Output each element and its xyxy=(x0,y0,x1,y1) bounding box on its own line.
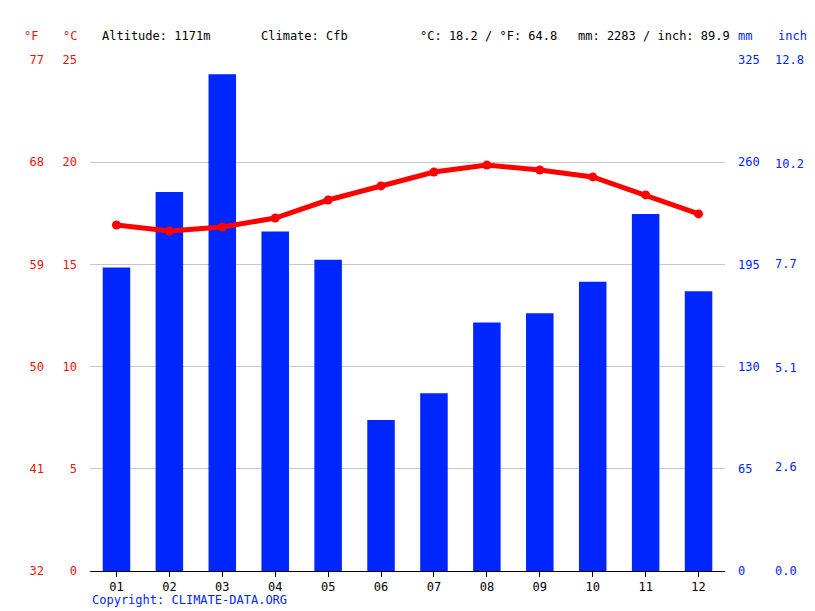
svg-text:Altitude: 1171m: Altitude: 1171m xyxy=(102,29,210,43)
svg-text:°C: 18.2 / °F: 64.8: °C: 18.2 / °F: 64.8 xyxy=(420,29,557,43)
svg-text:41: 41 xyxy=(30,462,44,476)
svg-text:65: 65 xyxy=(738,462,752,476)
svg-text:130: 130 xyxy=(738,360,760,374)
svg-text:09: 09 xyxy=(533,580,547,594)
svg-text:°C: °C xyxy=(63,29,77,43)
svg-text:59: 59 xyxy=(30,258,44,272)
svg-text:195: 195 xyxy=(738,258,760,272)
svg-text:0: 0 xyxy=(738,564,745,578)
svg-text:Climate: Cfb: Climate: Cfb xyxy=(261,29,348,43)
svg-text:77: 77 xyxy=(30,53,44,67)
svg-text:325: 325 xyxy=(738,53,760,67)
svg-text:10: 10 xyxy=(63,360,77,374)
svg-text:12.8: 12.8 xyxy=(775,53,804,67)
svg-text:04: 04 xyxy=(268,580,282,594)
svg-text:12: 12 xyxy=(691,580,705,594)
svg-text:68: 68 xyxy=(30,155,44,169)
svg-text:50: 50 xyxy=(30,360,44,374)
svg-text:Copyright: CLIMATE-DATA.ORG: Copyright: CLIMATE-DATA.ORG xyxy=(92,593,287,607)
svg-text:0.0: 0.0 xyxy=(775,564,797,578)
svg-text:mm: mm xyxy=(738,29,752,43)
svg-text:5: 5 xyxy=(70,462,77,476)
svg-text:07: 07 xyxy=(427,580,441,594)
svg-text:inch: inch xyxy=(778,29,807,43)
svg-text:01: 01 xyxy=(109,580,123,594)
svg-text:10: 10 xyxy=(585,580,599,594)
svg-text:7.7: 7.7 xyxy=(775,257,797,271)
svg-text:2.6: 2.6 xyxy=(775,460,797,474)
svg-text:5.1: 5.1 xyxy=(775,361,797,375)
svg-text:02: 02 xyxy=(162,580,176,594)
svg-text:260: 260 xyxy=(738,155,760,169)
svg-text:15: 15 xyxy=(63,258,77,272)
svg-text:11: 11 xyxy=(638,580,652,594)
svg-text:08: 08 xyxy=(480,580,494,594)
svg-text:06: 06 xyxy=(374,580,388,594)
svg-text:03: 03 xyxy=(215,580,229,594)
svg-text:25: 25 xyxy=(63,53,77,67)
svg-text:05: 05 xyxy=(321,580,335,594)
svg-text:0: 0 xyxy=(70,564,77,578)
svg-text:20: 20 xyxy=(63,155,77,169)
svg-text:32: 32 xyxy=(30,564,44,578)
svg-text:10.2: 10.2 xyxy=(775,157,804,171)
svg-text:mm: 2283 / inch: 89.9: mm: 2283 / inch: 89.9 xyxy=(578,29,730,43)
svg-text:°F: °F xyxy=(24,29,38,43)
